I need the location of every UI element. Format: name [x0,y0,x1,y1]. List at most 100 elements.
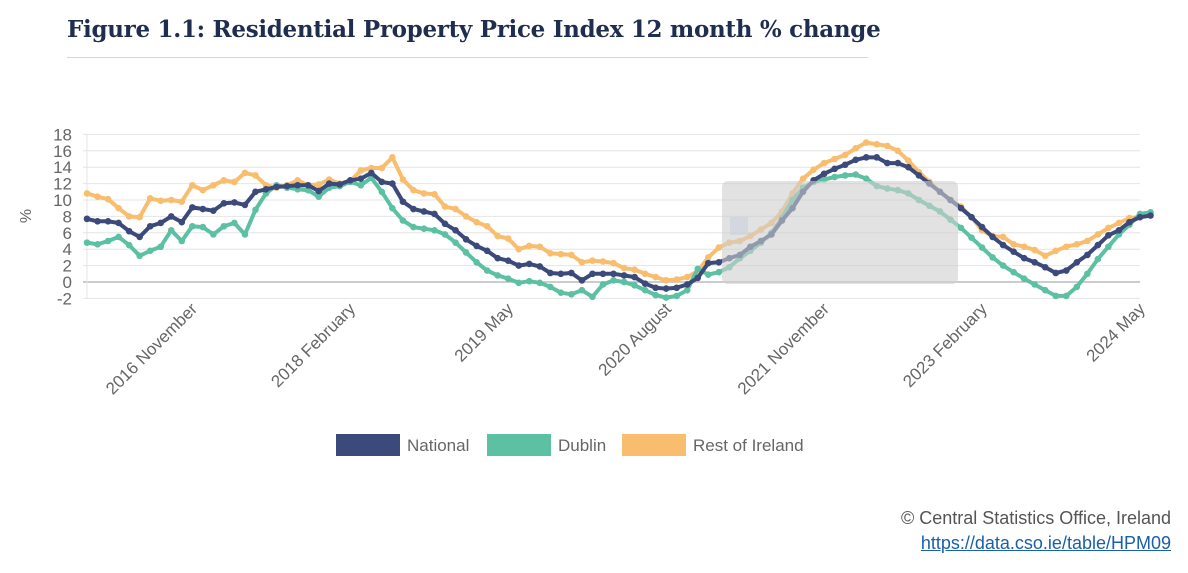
data-point[interactable] [631,273,638,281]
data-point[interactable] [557,250,565,258]
data-point[interactable] [673,276,680,283]
data-point[interactable] [389,180,396,187]
data-point[interactable] [894,147,902,155]
data-point[interactable] [715,259,723,266]
data-point[interactable] [1062,243,1070,251]
data-point[interactable] [999,262,1007,269]
data-point[interactable] [683,273,691,281]
data-point[interactable] [905,163,912,171]
data-point[interactable] [368,164,375,172]
data-point[interactable] [820,170,828,178]
data-point[interactable] [1115,219,1123,227]
data-point[interactable] [704,271,712,278]
data-point[interactable] [810,166,817,173]
data-point[interactable] [589,257,596,264]
data-point[interactable] [1031,246,1038,254]
data-point[interactable] [1105,243,1112,251]
data-point[interactable] [431,210,438,218]
data-point[interactable] [357,181,365,189]
data-point[interactable] [820,159,828,167]
data-point[interactable] [146,222,154,230]
data-point[interactable] [357,167,365,174]
data-point[interactable] [462,213,470,220]
data-point[interactable] [273,183,280,191]
data-point[interactable] [368,169,375,177]
data-point[interactable] [210,231,217,238]
data-point[interactable] [357,175,365,182]
data-point[interactable] [557,270,565,278]
data-point[interactable] [189,181,196,189]
data-point[interactable] [189,204,196,211]
data-point[interactable] [568,269,575,277]
data-point[interactable] [178,198,186,205]
data-point[interactable] [610,270,617,278]
data-point[interactable] [1084,270,1091,278]
data-point[interactable] [115,219,122,227]
data-point[interactable] [799,175,807,182]
data-point[interactable] [547,250,554,257]
data-point[interactable] [283,182,291,190]
data-point[interactable] [515,262,523,269]
data-point[interactable] [894,159,902,167]
data-point[interactable] [220,199,228,207]
data-point[interactable] [378,164,386,172]
data-point[interactable] [883,142,891,150]
data-point[interactable] [568,291,575,298]
data-point[interactable] [378,178,386,186]
data-point[interactable] [631,281,638,289]
data-point[interactable] [978,223,986,231]
data-point[interactable] [620,264,628,272]
data-point[interactable] [441,220,449,228]
data-point[interactable] [1010,248,1017,255]
data-point[interactable] [641,270,649,278]
data-point[interactable] [483,247,491,255]
data-point[interactable] [241,201,249,209]
data-point[interactable] [189,222,196,230]
data-point[interactable] [199,186,207,194]
data-point[interactable] [715,268,723,276]
data-point[interactable] [515,245,523,253]
data-point[interactable] [410,205,417,213]
data-point[interactable] [157,243,165,251]
data-point[interactable] [210,181,217,189]
data-point[interactable] [957,204,965,212]
data-point[interactable] [157,197,165,205]
data-point[interactable] [304,181,312,189]
data-point[interactable] [673,284,680,292]
legend-item[interactable]: Dublin [487,434,606,456]
data-point[interactable] [125,213,133,220]
data-point[interactable] [1041,263,1049,271]
data-point[interactable] [94,193,101,201]
data-point[interactable] [462,236,470,243]
data-point[interactable] [1010,268,1017,276]
data-point[interactable] [220,177,228,184]
data-point[interactable] [157,219,165,227]
data-point[interactable] [999,241,1007,249]
data-point[interactable] [831,165,838,173]
data-point[interactable] [662,294,670,301]
data-point[interactable] [852,171,859,178]
data-point[interactable] [1105,224,1112,232]
data-point[interactable] [167,213,175,220]
data-point[interactable] [536,263,544,270]
data-point[interactable] [1136,213,1144,221]
data-point[interactable] [199,205,207,213]
data-point[interactable] [136,213,143,221]
data-point[interactable] [589,270,596,278]
data-point[interactable] [1062,292,1070,300]
data-point[interactable] [420,225,428,232]
data-point[interactable] [568,251,575,259]
data-point[interactable] [167,196,175,204]
data-point[interactable] [1031,281,1038,288]
data-point[interactable] [346,177,354,184]
data-point[interactable] [378,188,386,196]
data-point[interactable] [999,233,1007,241]
data-point[interactable] [420,208,428,215]
data-point[interactable] [1073,283,1081,291]
data-point[interactable] [536,243,544,251]
data-point[interactable] [241,231,249,238]
data-point[interactable] [841,172,849,179]
data-point[interactable] [452,205,459,213]
data-point[interactable] [862,154,870,161]
data-point[interactable] [841,151,849,159]
